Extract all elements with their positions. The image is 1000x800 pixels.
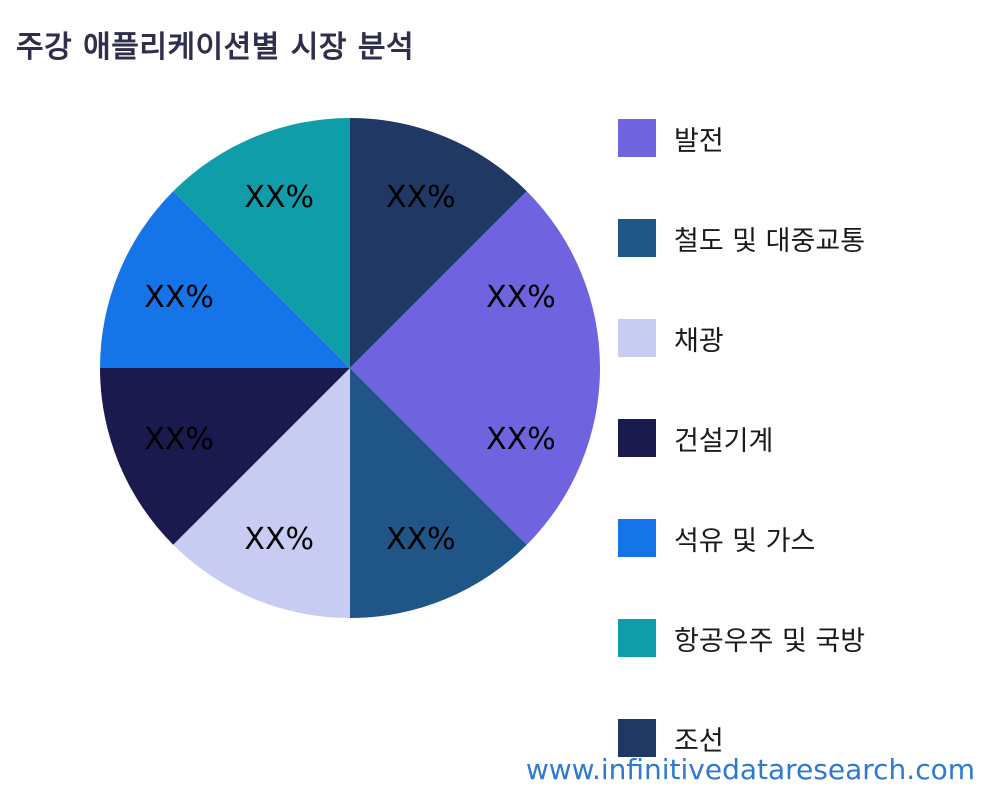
chart-legend: 발전 철도 및 대중교통 채광 건설기계 석유 및 가스 항공우주 및 국방 조… [618, 118, 865, 758]
pie-slice-percent-label: XX% [144, 422, 214, 457]
legend-item: 석유 및 가스 [618, 518, 865, 558]
legend-swatch [618, 119, 656, 157]
legend-swatch [618, 619, 656, 657]
pie-slice-6 [100, 191, 350, 368]
pie-slice-percent-label: XX% [386, 180, 456, 215]
legend-item: 항공우주 및 국방 [618, 618, 865, 658]
legend-swatch [618, 719, 656, 757]
chart-title: 주강 애플리케이션별 시장 분석 [16, 30, 415, 65]
pie-slice-7 [173, 118, 350, 368]
website-link[interactable]: www.infinitivedataresearch.com [525, 753, 975, 786]
pie-slice-1 [350, 191, 600, 368]
legend-item: 발전 [618, 118, 865, 158]
pie-slice-2 [350, 368, 600, 545]
legend-item-label: 발전 [674, 125, 724, 157]
pie-chart: XX% XX% XX% XX% XX% XX% XX% XX% [100, 118, 600, 618]
legend-item: 채광 [618, 318, 865, 358]
legend-item-label: 건설기계 [674, 425, 774, 457]
legend-swatch [618, 419, 656, 457]
pie-slice-0 [350, 118, 527, 368]
pie-slice-5 [100, 368, 350, 545]
legend-item-label: 채광 [674, 325, 724, 357]
pie-slice-percent-label: XX% [486, 280, 556, 315]
legend-swatch [618, 319, 656, 357]
legend-item-label: 항공우주 및 국방 [674, 625, 866, 657]
pie-slice-percent-label: XX% [486, 422, 556, 457]
legend-item-label: 조선 [674, 725, 724, 757]
legend-item: 건설기계 [618, 418, 865, 458]
pie-slice-4 [173, 368, 350, 618]
legend-item-label: 석유 및 가스 [674, 525, 816, 557]
legend-swatch [618, 219, 656, 257]
legend-item-label: 철도 및 대중교통 [674, 225, 866, 257]
pie-slice-percent-label: XX% [244, 180, 314, 215]
pie-slice-percent-label: XX% [386, 522, 456, 557]
legend-item: 조선 [618, 718, 865, 758]
legend-item: 철도 및 대중교통 [618, 218, 865, 258]
pie-slice-3 [350, 368, 527, 618]
legend-swatch [618, 519, 656, 557]
pie-slice-percent-label: XX% [144, 280, 214, 315]
pie-slice-percent-label: XX% [244, 522, 314, 557]
